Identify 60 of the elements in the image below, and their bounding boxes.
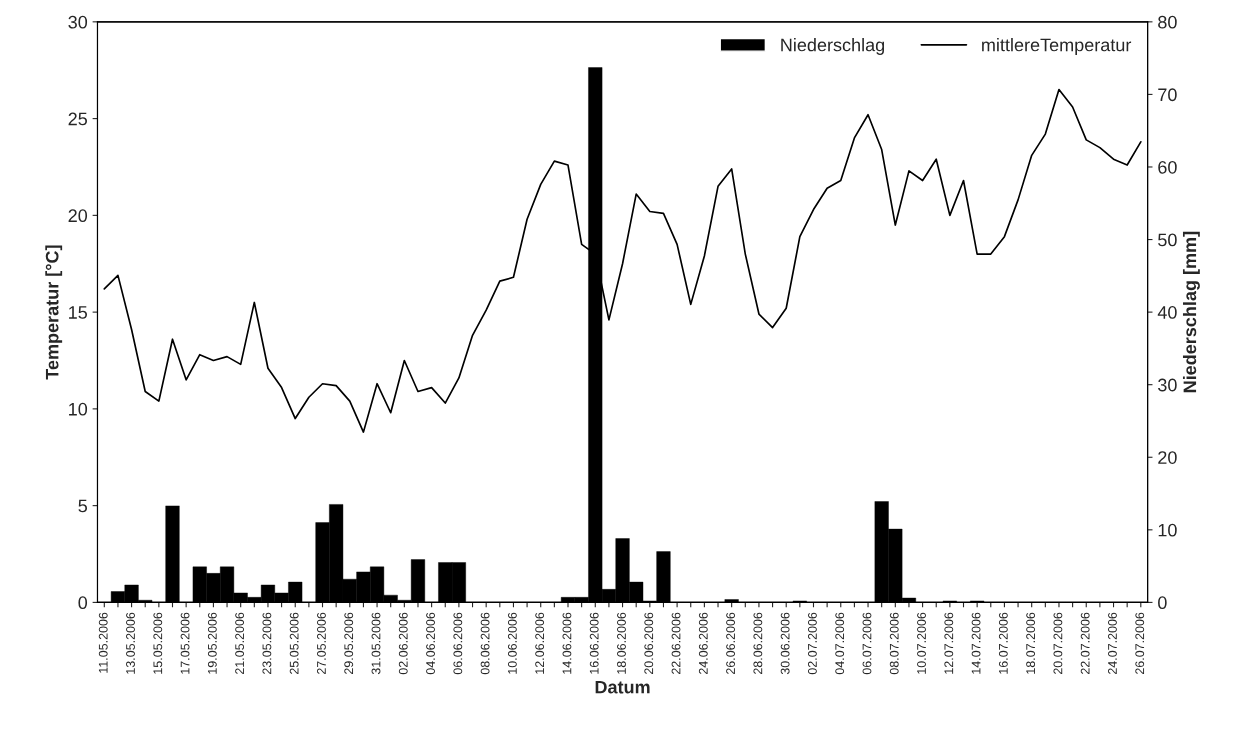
- y2-tick-label: 60: [1158, 160, 1177, 174]
- x-tick-label: 12.06.2006: [535, 612, 545, 674]
- x-tick-label: 29.05.2006: [344, 612, 354, 675]
- x-tick-label: 04.07.2006: [835, 612, 845, 675]
- legend-label: mittlereTemperatur: [982, 38, 1132, 55]
- y2-axis-title: Niederschlag [mm]: [1182, 231, 1200, 393]
- x-tick-label: 12.07.2006: [944, 612, 954, 674]
- y-tick-label: 0: [78, 596, 88, 610]
- x-tick-label: 18.07.2006: [1026, 612, 1036, 674]
- x-tick-label: 24.07.2006: [1108, 612, 1117, 675]
- x-tick-label: 22.07.2006: [1080, 612, 1090, 675]
- x-tick-label: 26.07.2006: [1135, 612, 1145, 675]
- y-tick-label: 10: [69, 402, 88, 416]
- y-tick-label: 30: [68, 15, 88, 29]
- x-tick-label: 14.07.2006: [971, 612, 981, 674]
- y2-tick-label: 30: [1158, 378, 1177, 392]
- x-tick-label: 18.06.2006: [617, 612, 626, 674]
- x-tick-label: 25.05.2006: [289, 612, 299, 675]
- y-axis-title: Temperatur [°C]: [45, 245, 63, 380]
- x-tick-label: 17.05.2006: [180, 612, 190, 674]
- x-tick-label: 06.07.2006: [862, 612, 872, 675]
- x-tick-label: 02.07.2006: [807, 612, 817, 675]
- x-tick-label: 02.06.2006: [398, 612, 408, 675]
- x-tick-label: 10.07.2006: [917, 612, 926, 674]
- y-tick-label: 5: [78, 499, 88, 513]
- y-tick-label: 20: [68, 209, 88, 223]
- y2-tick-label: 70: [1158, 88, 1177, 102]
- x-tick-label: 20.06.2006: [644, 612, 654, 675]
- x-tick-label: 06.06.2006: [453, 612, 463, 675]
- x-tick-label: 23.05.2006: [262, 612, 272, 675]
- x-tick-label: 20.07.2006: [1053, 612, 1063, 675]
- y2-tick-label: 20: [1158, 451, 1177, 464]
- y-tick-label: 25: [68, 112, 88, 126]
- x-tick-label: 27.05.2006: [317, 612, 326, 675]
- x-tick-label: 08.07.2006: [889, 612, 899, 675]
- x-tick-label: 10.06.2006: [507, 612, 517, 674]
- x-tick-label: 04.06.2006: [426, 612, 435, 675]
- x-tick-label: 30.06.2006: [780, 612, 790, 675]
- y2-tick-label: 80: [1158, 15, 1177, 29]
- x-tick-label: 11.05.2006: [98, 612, 108, 673]
- y2-tick-label: 50: [1158, 233, 1177, 247]
- y-tick-label: 15: [69, 306, 88, 319]
- x-axis-title: Datum: [595, 680, 650, 694]
- x-tick-label: 16.07.2006: [998, 612, 1008, 674]
- x-tick-label: 28.06.2006: [753, 612, 763, 675]
- x-tick-label: 13.05.2006: [126, 612, 135, 674]
- x-tick-label: 21.05.2006: [235, 612, 245, 675]
- x-tick-label: 26.06.2006: [726, 612, 736, 675]
- x-tick-label: 14.06.2006: [562, 612, 572, 674]
- legend-label: Niederschlag: [781, 38, 885, 55]
- y2-tick-label: 40: [1157, 306, 1177, 319]
- x-tick-label: 22.06.2006: [671, 612, 681, 675]
- x-tick-label: 16.06.2006: [589, 612, 599, 674]
- x-tick-label: 15.05.2006: [153, 612, 163, 674]
- x-tick-label: 19.05.2006: [207, 612, 217, 674]
- y2-tick-label: 10: [1158, 523, 1177, 537]
- x-tick-label: 31.05.2006: [371, 612, 381, 675]
- x-tick-label: 08.06.2006: [480, 612, 490, 675]
- y2-tick-label: 0: [1158, 596, 1167, 610]
- x-tick-label: 24.06.2006: [698, 612, 708, 675]
